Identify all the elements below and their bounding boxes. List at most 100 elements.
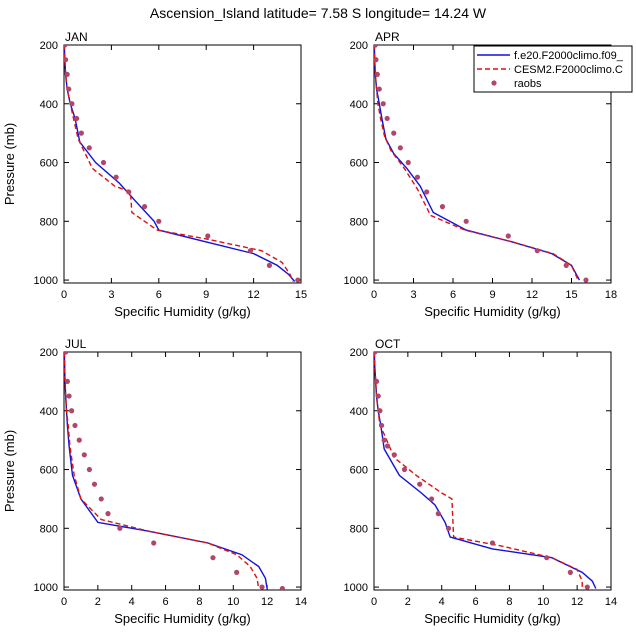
raobs-point (584, 584, 590, 590)
raobs-point (64, 45, 68, 48)
raobs-point (401, 466, 408, 473)
raobs-point (259, 584, 265, 590)
raobs-point (64, 57, 69, 63)
raobs-point (126, 189, 132, 195)
plot-frame (63, 351, 302, 591)
raobs-point (98, 496, 104, 502)
plot-area (64, 352, 285, 590)
raobs-point (86, 466, 92, 473)
raobs-point (100, 159, 107, 166)
x-tick-label: 18 (605, 289, 617, 301)
y-tick-label: 1000 (34, 275, 58, 287)
raobs-point (534, 248, 540, 254)
series-line-f-e20 (374, 352, 597, 589)
panel-jan: JAN 0 3 6 9 12 15 200 400 600 800 1000 Specific Humi… (2, 30, 307, 319)
x-tick-label: 0 (61, 596, 67, 608)
y-tick-label: 400 (350, 406, 368, 418)
raobs-point (374, 57, 379, 63)
raobs-point (66, 86, 72, 92)
raobs-point (64, 71, 70, 77)
plot-area (374, 352, 597, 590)
x-tick-label: 9 (489, 289, 495, 301)
y-tick-label: 400 (40, 99, 58, 111)
raobs-point (374, 378, 380, 384)
raobs-point (405, 159, 411, 166)
panel-oct: OCT 0 2 4 6 8 10 12 14 200 400 600 800 1000 Specific H… (344, 337, 618, 626)
x-tick-label: 6 (473, 596, 479, 608)
y-tick-label: 600 (350, 158, 368, 170)
x-tick-label: 0 (371, 289, 377, 301)
raobs-point (86, 145, 92, 151)
raobs-point (266, 262, 272, 268)
raobs-point (234, 569, 240, 575)
y-tick-label: 1000 (34, 582, 58, 594)
raobs-point (384, 115, 390, 122)
x-tick-label: 8 (506, 596, 512, 608)
y-tick-label: 200 (350, 347, 368, 359)
series-line-cesm2 (64, 352, 260, 589)
raobs-point (391, 130, 397, 136)
y-tick-label: 200 (350, 40, 368, 52)
y-tick-label: 800 (350, 216, 368, 228)
x-tick-label: 4 (129, 596, 135, 608)
y-tick-label: 1000 (344, 275, 368, 287)
raobs-point (64, 352, 69, 355)
x-tick-label: 12 (261, 596, 273, 608)
raobs-point (279, 585, 285, 590)
y-tick-label: 200 (40, 347, 58, 359)
raobs-point (489, 540, 496, 546)
panel-label: JAN (65, 30, 88, 44)
x-tick-label: 12 (526, 289, 538, 301)
raobs-point (81, 452, 87, 458)
x-tick-label: 2 (405, 596, 411, 608)
figure-title: Ascension_Island latitude= 7.58 S longit… (150, 5, 487, 21)
legend-label: CESM2.F2000climo.C (514, 64, 623, 76)
raobs-point (91, 481, 98, 487)
legend-box (473, 45, 633, 93)
raobs-point (374, 71, 380, 77)
x-tick-label: 15 (295, 289, 307, 301)
raobs-point (397, 145, 403, 151)
raobs-point (379, 422, 385, 429)
raobs-point (374, 45, 378, 48)
raobs-point (377, 408, 383, 414)
plot-area (374, 45, 589, 283)
legend-label: raobs (514, 78, 542, 90)
raobs-point (66, 393, 72, 399)
raobs-point (583, 277, 589, 283)
plot-frame (63, 44, 302, 284)
raobs-point (435, 511, 441, 517)
raobs-point (414, 174, 421, 180)
x-tick-label: 9 (203, 289, 209, 301)
x-axis-label: Specific Humidity (g/kg) (114, 611, 251, 626)
series-line-f-e20 (64, 352, 268, 589)
raobs-point (72, 422, 78, 429)
raobs-point (105, 511, 111, 517)
x-tick-label: 2 (95, 596, 101, 608)
panel-jul: JUL 0 2 4 6 8 10 12 14 200 400 600 800 1000 Specific H… (2, 337, 307, 626)
raobs-point (247, 248, 254, 254)
y-tick-label: 200 (40, 40, 58, 52)
series-line-cesm2 (374, 45, 579, 281)
raobs-point (64, 378, 70, 384)
raobs-point (151, 540, 157, 546)
y-tick-label: 800 (40, 216, 58, 228)
series-line-cesm2 (374, 352, 583, 589)
raobs-point (384, 443, 391, 449)
raobs-point (156, 218, 162, 224)
x-tick-label: 6 (156, 289, 162, 301)
raobs-point (376, 86, 382, 92)
raobs-point (295, 277, 301, 283)
x-tick-label: 14 (295, 596, 307, 608)
raobs-point (76, 437, 82, 443)
x-tick-label: 14 (605, 596, 617, 608)
x-tick-label: 3 (108, 289, 114, 301)
x-tick-label: 10 (227, 596, 239, 608)
y-tick-label: 400 (350, 99, 368, 111)
legend-marker (491, 80, 497, 86)
x-tick-label: 10 (537, 596, 549, 608)
raobs-point (205, 233, 211, 239)
raobs-point (210, 555, 216, 561)
series-line-f-e20 (64, 45, 296, 282)
